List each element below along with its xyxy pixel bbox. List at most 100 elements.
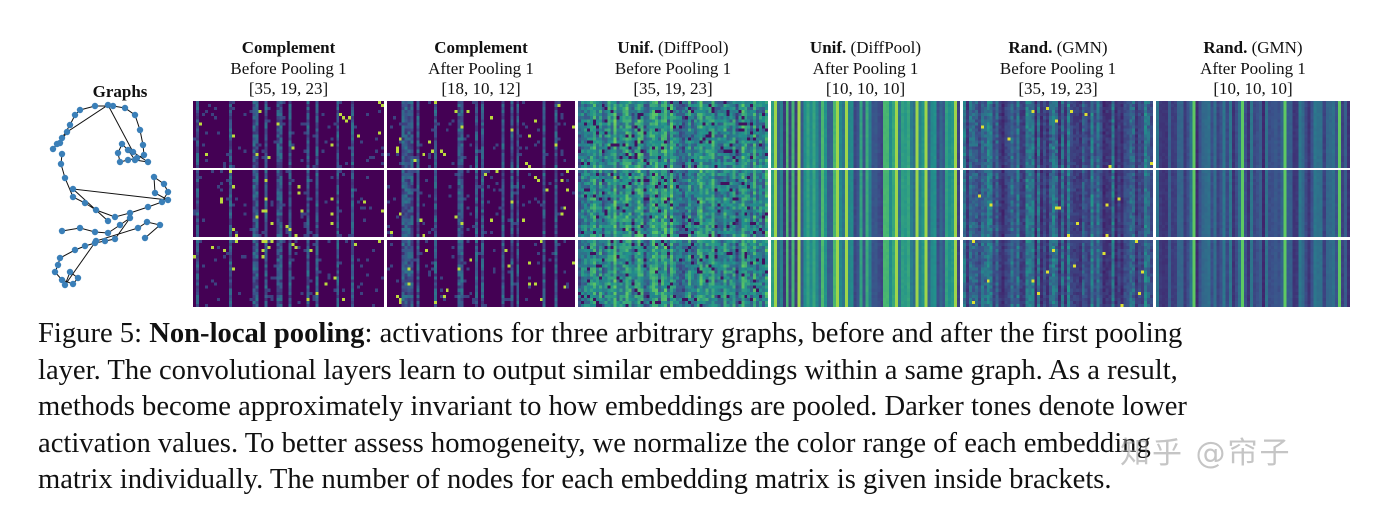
stage-label: Before Pooling 1: [999, 58, 1117, 78]
column-header: Rand. (GMN) After Pooling 1 [10, 10, 10]: [1153, 38, 1353, 100]
watermark: 知乎 @帘子: [1120, 436, 1292, 471]
activation-heatmap: [193, 240, 384, 307]
activation-heatmap: [1156, 240, 1350, 307]
figure-caption: Figure 5: Non-local pooling: activations…: [38, 316, 1368, 499]
column-header: Unif. (DiffPool) Before Pooling 1 [35, 19,…: [573, 38, 773, 100]
stage-label: Before Pooling 1: [614, 58, 732, 78]
graph-node: [160, 180, 168, 188]
column-header: Unif. (DiffPool) After Pooling 1 [10, 10, …: [766, 38, 966, 100]
graph-drawings: [49, 101, 172, 289]
graph-node: [71, 111, 79, 119]
graph-node: [124, 156, 132, 164]
graph-node: [143, 218, 151, 226]
graph-node: [131, 111, 139, 119]
activation-heatmap: [387, 170, 575, 237]
method-name: Unif.: [809, 38, 847, 57]
node-counts: [18, 10, 12]: [441, 79, 521, 98]
node-counts: [35, 19, 23]: [633, 79, 713, 98]
caption-line: : activations for three arbitrary graphs…: [364, 318, 1183, 349]
graph-node: [71, 246, 79, 254]
graph-node: [124, 146, 132, 154]
graph-node: [104, 229, 112, 237]
activation-heatmap: [771, 101, 960, 168]
graph-node: [129, 148, 137, 156]
graph-node: [126, 214, 134, 222]
node-counts: [35, 19, 23]: [1018, 79, 1098, 98]
graph-node: [66, 121, 74, 129]
method-name: Rand.: [1008, 38, 1053, 57]
graph-node: [104, 217, 112, 225]
graph-node: [151, 189, 159, 197]
graph-edges: [60, 153, 169, 222]
graph-node: [66, 268, 74, 276]
graph-node: [76, 106, 84, 114]
stage-label: After Pooling 1: [428, 58, 534, 78]
activation-heatmap: [578, 240, 768, 307]
activation-heatmap: [963, 170, 1153, 237]
stage-label: After Pooling 1: [1200, 58, 1306, 78]
graph-node: [91, 102, 99, 110]
activation-heatmap: [193, 101, 384, 168]
graph-node: [54, 261, 62, 269]
graph-node: [58, 276, 66, 284]
activation-heatmap: [963, 240, 1153, 307]
graph-node: [111, 213, 119, 221]
graph-node: [144, 158, 152, 166]
method-extra: (GMN): [1052, 38, 1108, 57]
graph-node: [144, 203, 152, 211]
graph-node: [56, 139, 64, 147]
caption-bold-title: Non-local pooling: [149, 318, 365, 349]
graph-node: [58, 150, 66, 158]
graph-node: [58, 227, 66, 235]
activation-heatmap: [1156, 101, 1350, 168]
graph-node: [81, 199, 89, 207]
node-counts: [10, 10, 10]: [1213, 79, 1293, 98]
method-name: Complement: [434, 38, 528, 57]
caption-line: methods become approximately invariant t…: [38, 391, 1187, 423]
graph-node: [92, 206, 100, 214]
graph-node: [69, 280, 77, 288]
column-header: Complement Before Pooling 1 [35, 19, 23]: [189, 38, 389, 100]
graph-node: [126, 209, 134, 217]
graph-node: [131, 156, 139, 164]
graph-node: [76, 224, 84, 232]
activation-heatmap: [387, 101, 575, 168]
activation-heatmap: [1156, 170, 1350, 237]
graph-node: [61, 281, 69, 289]
method-name: Unif.: [617, 38, 654, 57]
caption-line: activation values. To better assess homo…: [38, 427, 1151, 459]
column-header: Rand. (GMN) Before Pooling 1 [35, 19, 23]: [958, 38, 1158, 100]
graphs-title: Graphs: [92, 82, 148, 101]
caption-line: matrix individually. The number of nodes…: [38, 464, 1112, 496]
stage-label: After Pooling 1: [812, 58, 919, 78]
caption-line: layer. The convolutional layers learn to…: [38, 354, 1178, 386]
node-counts: [10, 10, 10]: [825, 79, 906, 98]
graph-node: [156, 221, 164, 229]
graph-node: [74, 274, 82, 282]
graph-node: [63, 128, 71, 136]
method-extra: (DiffPool): [846, 38, 922, 57]
method-name: Complement: [241, 38, 336, 57]
graph-node: [69, 193, 77, 201]
graph-node: [164, 188, 172, 196]
graph-node: [49, 145, 57, 153]
graph-node: [118, 140, 126, 148]
activation-heatmap: [578, 170, 768, 237]
graph-node: [101, 237, 109, 245]
activation-heatmap: [387, 240, 575, 307]
activation-heatmap: [771, 240, 960, 307]
graph-node: [109, 102, 117, 110]
graph-node: [114, 149, 122, 157]
graph-node: [121, 104, 129, 112]
graph-node: [116, 158, 124, 166]
graph-node: [104, 101, 112, 109]
graph-node: [57, 160, 65, 168]
graph-node: [51, 268, 59, 276]
graph-node: [92, 237, 100, 245]
stage-label: Before Pooling 1: [230, 58, 347, 78]
method-extra: (GMN): [1247, 38, 1303, 57]
caption-label: Figure 5:: [38, 318, 150, 349]
graph-node: [58, 134, 66, 142]
graph-node: [134, 224, 142, 232]
activation-heatmap: [193, 170, 384, 237]
